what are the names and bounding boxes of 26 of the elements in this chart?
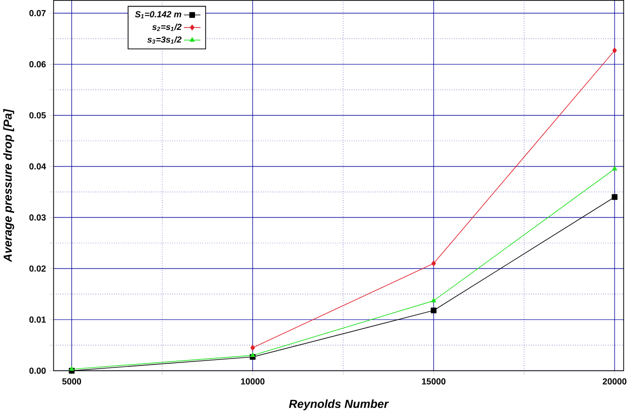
y-axis-title: Average pressure drop [Pa] (3, 109, 14, 262)
point (250, 352, 256, 358)
y-tick-label: 0.07 (29, 10, 46, 16)
y-tick-label: 0.03 (29, 214, 46, 221)
x-tick-label: 5000 (62, 378, 82, 385)
y-tick-label: 0.02 (29, 266, 46, 272)
legend-label: s$_{2}$=s$_{1}$/2 (152, 24, 182, 32)
point (431, 260, 436, 267)
point (69, 366, 74, 372)
legend-label: S$_{1}$=0.142 m (135, 11, 182, 19)
x-axis-title: Reynolds Number (289, 400, 389, 411)
y-tick-label: 0.05 (29, 112, 46, 119)
point (612, 194, 618, 200)
y-tick-label: 0.01 (29, 316, 46, 323)
x-tick-label: 15000 (422, 378, 446, 385)
point (430, 308, 437, 314)
y-tick-label: 0.00 (29, 368, 46, 374)
y-tick-label: 0.04 (29, 164, 46, 170)
point (250, 345, 255, 351)
x-tick-label: 10000 (241, 378, 264, 385)
point (612, 48, 617, 54)
point (431, 298, 436, 303)
legend-label: s$_{3}$=3s$_{1}$/2 (147, 36, 182, 44)
x-tick-label: 20000 (602, 378, 626, 385)
y-tick-label: 0.06 (29, 61, 46, 68)
point (612, 166, 618, 171)
